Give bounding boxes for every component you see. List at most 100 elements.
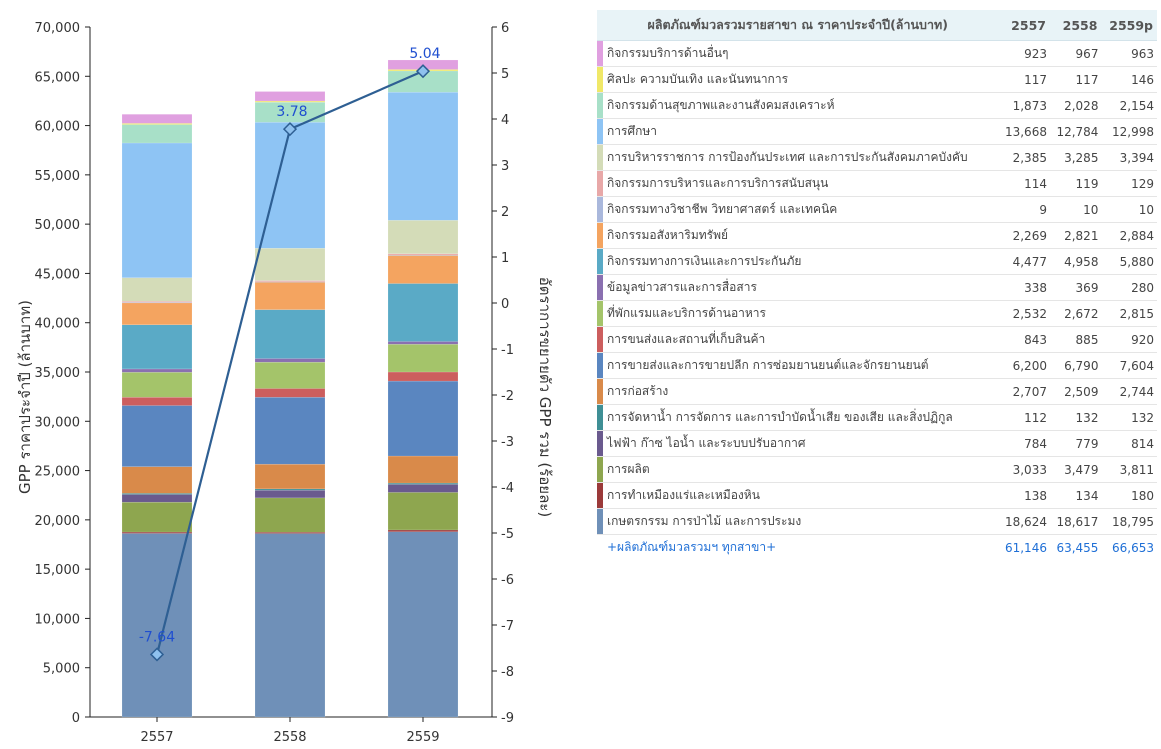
row-value-year-1: 338 xyxy=(998,274,1050,301)
row-value-year-3: 920 xyxy=(1101,326,1157,353)
row-value-year-3: 2,884 xyxy=(1101,222,1157,249)
table-header-year-2: 2558 xyxy=(1049,10,1102,41)
y-tick-label: 70,000 xyxy=(35,21,81,36)
bar-segment-16 xyxy=(121,142,193,278)
row-value-year-2: 132 xyxy=(1049,404,1102,431)
bar-segment-17 xyxy=(121,124,193,144)
growth-point xyxy=(415,64,431,79)
bar-segment-8 xyxy=(121,397,193,406)
y2-tick-label: 1 xyxy=(501,251,509,266)
total-row: +ผลิตภัณฑ์มวลรวมฯ ทุกสาขา+ 61,146 63,455 66… xyxy=(597,535,1157,561)
bar-segment-2 xyxy=(121,531,193,534)
row-value-year-3: 12,998 xyxy=(1101,118,1157,145)
growth-point xyxy=(149,647,165,662)
table-row: เกษตรกรรม การป่าไม้ และการประมง 18,624 18,… xyxy=(597,508,1157,535)
bar-segment-7 xyxy=(387,380,459,457)
row-value-year-3: 7,604 xyxy=(1101,352,1157,379)
bar-segment-15 xyxy=(387,220,459,254)
row-value-year-1: 3,033 xyxy=(998,456,1050,483)
row-value-year-3: 3,811 xyxy=(1101,456,1157,483)
row-value-year-3: 18,795 xyxy=(1101,508,1157,535)
y2-tick-label: -2 xyxy=(501,389,514,404)
legend-swatch xyxy=(597,352,603,379)
growth-data-label: 3.78 xyxy=(276,104,307,120)
y-tick-label: 20,000 xyxy=(35,514,81,529)
table-row: กิจกรรมบริการด้านอื่นๆ 923 967 963 xyxy=(597,40,1157,67)
legend-swatch xyxy=(597,378,603,405)
growth-data-label: 5.04 xyxy=(409,46,440,62)
bar-segment-6 xyxy=(121,466,193,494)
legend-swatch xyxy=(597,508,603,535)
growth-data-label: -7.64 xyxy=(139,629,175,645)
row-value-year-2: 2,672 xyxy=(1049,300,1102,327)
gpp-stacked-bar-chart: 0 5,000 10,000 15,000 20,000 25,000 30,000 35,0… xyxy=(0,0,560,749)
y-tick-label: 55,000 xyxy=(35,169,81,184)
table-row: การก่อสร้าง 2,707 2,509 2,744 xyxy=(597,378,1157,405)
row-value-year-2: 6,790 xyxy=(1049,352,1102,379)
row-value-year-1: 9 xyxy=(998,196,1050,223)
total-value-year-1: 61,146 xyxy=(1004,540,1047,555)
row-value-year-1: 2,269 xyxy=(998,222,1050,249)
legend-swatch xyxy=(597,144,603,171)
bar-segment-4 xyxy=(387,484,459,493)
chart-canvas: 0 5,000 10,000 15,000 20,000 25,000 30,000 35,0… xyxy=(16,21,554,745)
legend-swatch xyxy=(597,300,603,327)
row-value-year-3: 280 xyxy=(1101,274,1157,301)
row-value-year-2: 134 xyxy=(1049,482,1102,509)
legend-swatch xyxy=(597,482,603,509)
y-tick-label: 15,000 xyxy=(35,563,81,578)
y-tick-label: 30,000 xyxy=(35,415,81,430)
table-row: กิจกรรมการบริหารและการบริการสนับสนุน 114 1… xyxy=(597,170,1157,197)
legend-swatch xyxy=(597,170,603,197)
y-tick-label: 10,000 xyxy=(35,612,81,627)
row-value-year-3: 2,815 xyxy=(1101,300,1157,327)
y2-tick-label: 0 xyxy=(501,297,509,312)
x-tick-label: 2559 xyxy=(406,730,439,745)
table-row: การจัดหาน้ำ การจัดการ และการบำบัดน้ำเสีย… xyxy=(597,404,1157,431)
y-axis-title: GPP ราคาประจำปี (ล้านบาท) xyxy=(16,300,34,494)
table-row: กิจกรรมทางวิชาชีพ วิทยาศาสตร์ และเทคนิค 9… xyxy=(597,196,1157,223)
legend-swatch xyxy=(597,404,603,431)
table-header-row: ผลิตภัณฑ์มวลรวมรายสาขา ณ ราคาประจำปี(ล้า… xyxy=(597,10,1157,41)
bar-segment-1 xyxy=(387,531,459,718)
bar-segment-3 xyxy=(254,497,326,533)
x-tick-label: 2557 xyxy=(140,730,173,745)
row-category-label: ศิลปะ ความบันเทิง และนันทนาการ xyxy=(603,66,999,93)
row-category-label: ที่พักแรมและบริการด้านอาหาร xyxy=(603,300,999,327)
row-value-year-1: 112 xyxy=(998,404,1050,431)
bar-segment-3 xyxy=(387,492,459,531)
bar-segment-12 xyxy=(254,281,326,310)
bar-segment-9 xyxy=(387,344,459,373)
row-category-label: การขนส่งและสถานที่เก็บสินค้า xyxy=(603,326,999,353)
y2-tick-label: -1 xyxy=(501,343,514,358)
row-value-year-3: 2,154 xyxy=(1101,92,1157,119)
row-category-label: กิจกรรมด้านสุขภาพและงานสังคมสงเคราะห์ xyxy=(603,92,999,119)
bar-segment-19 xyxy=(254,91,326,102)
bar-segment-11 xyxy=(121,324,193,370)
y2-tick-label: 2 xyxy=(501,205,509,220)
row-category-label: การบริหารราชการ การป้องกันประเทศ และการป… xyxy=(603,144,999,171)
row-category-label: เกษตรกรรม การป่าไม้ และการประมง xyxy=(603,508,999,535)
y2-tick-label: -4 xyxy=(501,481,514,496)
bar-segment-9 xyxy=(121,372,193,398)
row-value-year-1: 18,624 xyxy=(998,508,1050,535)
row-value-year-2: 3,285 xyxy=(1049,144,1102,171)
table-row: ที่พักแรมและบริการด้านอาหาร 2,532 2,672 2,8… xyxy=(597,300,1157,327)
row-value-year-1: 117 xyxy=(998,66,1050,93)
total-value-year-3: 66,653 xyxy=(1112,540,1154,555)
bar-segment-10 xyxy=(387,341,459,345)
y-tick-label: 65,000 xyxy=(35,70,81,85)
y2-tick-label: -3 xyxy=(501,435,514,450)
row-category-label: การศึกษา xyxy=(603,118,999,145)
y-tick-label: 60,000 xyxy=(35,120,81,135)
y2-tick-label: 5 xyxy=(501,67,509,82)
row-category-label: การผลิต xyxy=(603,456,999,483)
row-value-year-2: 117 xyxy=(1049,66,1102,93)
legend-swatch xyxy=(597,326,603,353)
y2-tick-label: 4 xyxy=(501,113,509,128)
row-category-label: ข้อมูลข่าวสารและการสื่อสาร xyxy=(603,274,999,301)
bar-segment-16 xyxy=(254,121,326,249)
row-value-year-2: 2,028 xyxy=(1049,92,1102,119)
legend-swatch xyxy=(597,274,603,301)
row-value-year-3: 10 xyxy=(1101,196,1157,223)
